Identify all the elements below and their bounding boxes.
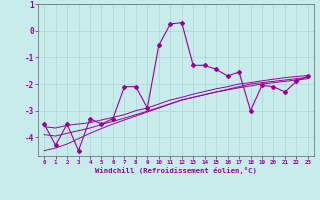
X-axis label: Windchill (Refroidissement éolien,°C): Windchill (Refroidissement éolien,°C): [95, 167, 257, 174]
